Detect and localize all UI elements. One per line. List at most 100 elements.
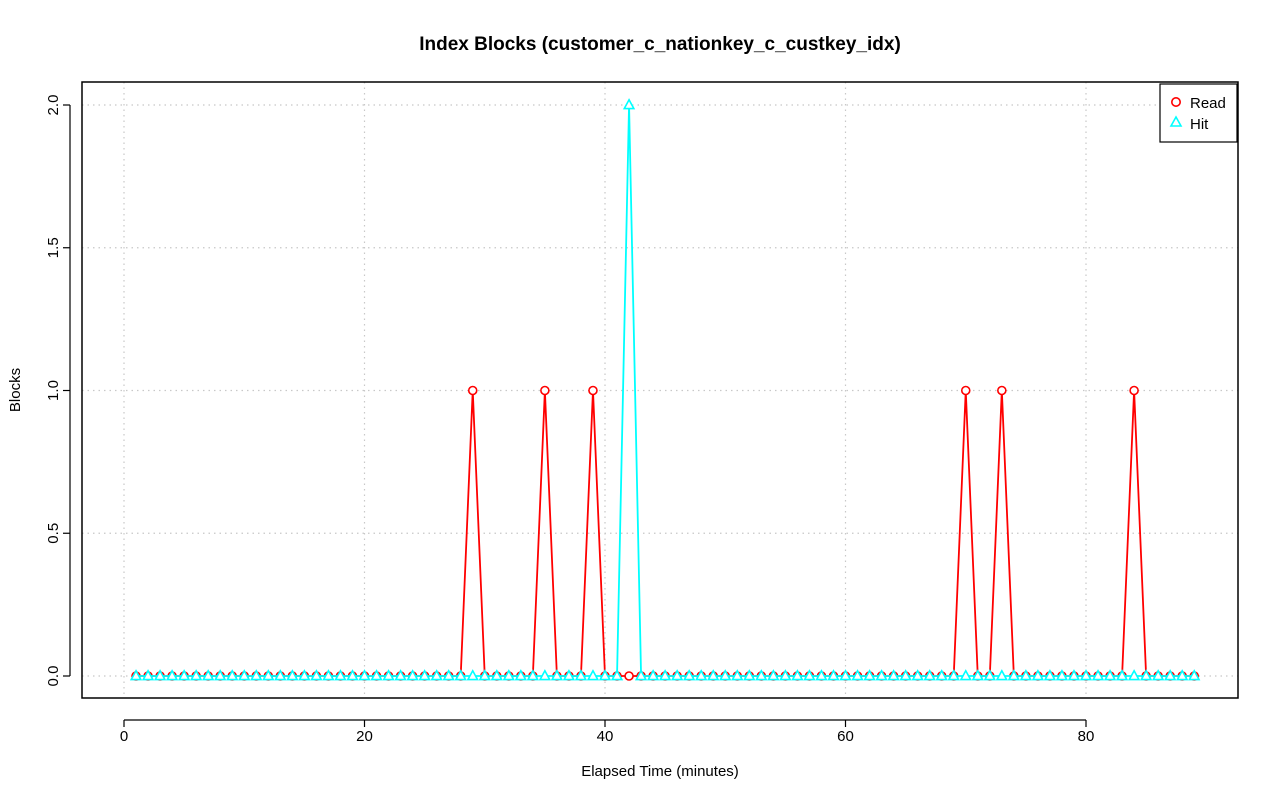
data-point-hit bbox=[743, 669, 756, 681]
data-point-hit bbox=[1115, 669, 1129, 681]
data-point-hit bbox=[202, 669, 215, 681]
chart-title: Index Blocks (customer_c_nationkey_c_cus… bbox=[419, 34, 901, 55]
data-point-hit bbox=[1067, 669, 1081, 681]
data-point-read bbox=[624, 671, 634, 681]
data-point-hit bbox=[671, 669, 684, 681]
legend-read-label: Read bbox=[1190, 95, 1226, 112]
data-point-hit bbox=[442, 669, 455, 681]
data-point-hit bbox=[598, 669, 612, 681]
data-point-hit bbox=[947, 669, 960, 681]
data-point-hit bbox=[959, 669, 972, 681]
data-point-hit bbox=[1055, 669, 1069, 681]
data-point-hit bbox=[346, 669, 359, 681]
data-point-hit bbox=[214, 669, 227, 681]
data-point-hit bbox=[610, 669, 624, 681]
data-point-hit bbox=[394, 669, 407, 681]
data-point-hit bbox=[262, 669, 275, 681]
data-point-hit bbox=[153, 669, 167, 681]
data-point-hit bbox=[550, 669, 564, 681]
data-point-hit bbox=[190, 669, 203, 681]
x-tick-label: 0 bbox=[120, 728, 128, 745]
data-point-hit bbox=[875, 669, 888, 681]
data-point-hit bbox=[514, 669, 527, 681]
data-point-hit bbox=[911, 669, 924, 681]
data-point-hit bbox=[683, 669, 696, 681]
data-point-hit bbox=[971, 669, 984, 681]
data-point-hit bbox=[1019, 669, 1033, 681]
data-point-hit bbox=[141, 669, 155, 681]
data-point-hit bbox=[358, 669, 371, 681]
data-point-hit bbox=[274, 669, 287, 681]
data-point-hit bbox=[707, 669, 720, 681]
series-layer bbox=[129, 98, 1201, 681]
data-point-hit bbox=[1103, 669, 1117, 681]
data-point-hit bbox=[586, 669, 600, 681]
data-point-hit bbox=[719, 669, 732, 681]
data-point-hit bbox=[406, 669, 419, 681]
x-axis-label: Elapsed Time (minutes) bbox=[581, 763, 739, 780]
y-tick-label: 1.0 bbox=[45, 380, 62, 401]
data-point-read bbox=[588, 385, 598, 396]
data-point-hit bbox=[418, 669, 431, 681]
data-point-hit bbox=[1152, 669, 1165, 681]
data-point-hit bbox=[322, 669, 335, 681]
data-point-hit bbox=[370, 669, 383, 681]
data-point-hit bbox=[1164, 669, 1177, 681]
data-point-hit bbox=[1031, 669, 1045, 681]
data-point-hit bbox=[995, 669, 1008, 681]
data-point-hit bbox=[1188, 669, 1201, 681]
y-tick-label: 0.5 bbox=[45, 523, 62, 544]
data-point-hit bbox=[250, 669, 263, 681]
data-point-hit bbox=[1079, 669, 1093, 681]
data-point-hit bbox=[502, 669, 515, 681]
data-point-hit bbox=[803, 669, 816, 681]
data-point-read bbox=[997, 385, 1007, 396]
data-point-hit bbox=[815, 669, 828, 681]
data-point-read bbox=[467, 385, 478, 396]
data-point-hit bbox=[658, 669, 672, 681]
data-point-hit bbox=[779, 669, 792, 681]
data-point-hit bbox=[430, 669, 443, 681]
data-point-hit bbox=[839, 669, 852, 681]
data-point-hit bbox=[863, 669, 876, 681]
data-point-hit bbox=[899, 669, 912, 681]
data-point-hit bbox=[129, 669, 143, 681]
data-point-hit bbox=[298, 669, 311, 681]
series-hit bbox=[129, 98, 1201, 681]
data-point-hit bbox=[983, 669, 996, 681]
data-point-hit bbox=[562, 669, 576, 681]
data-point-hit bbox=[574, 669, 588, 681]
data-point-hit bbox=[226, 669, 239, 681]
data-point-read bbox=[1129, 385, 1139, 396]
x-tick-label: 20 bbox=[356, 728, 373, 745]
data-point-hit bbox=[334, 669, 347, 681]
data-point-hit bbox=[731, 669, 744, 681]
data-point-hit bbox=[526, 669, 539, 681]
grid bbox=[82, 82, 1238, 698]
x-tick-label: 80 bbox=[1078, 728, 1095, 745]
data-point-hit bbox=[622, 98, 636, 110]
data-point-hit bbox=[177, 669, 191, 681]
data-point-hit bbox=[1007, 669, 1020, 681]
data-point-hit bbox=[310, 669, 323, 681]
legend: Read Hit bbox=[1159, 83, 1238, 143]
y-tick-label: 0.0 bbox=[45, 666, 62, 687]
data-point-hit bbox=[1176, 669, 1189, 681]
data-point-hit bbox=[466, 669, 479, 681]
y-axis-label: Blocks bbox=[7, 368, 24, 412]
data-point-read bbox=[960, 385, 971, 396]
data-point-hit bbox=[634, 669, 648, 681]
legend-hit-label: Hit bbox=[1190, 116, 1209, 133]
legend-read-marker bbox=[1171, 97, 1182, 108]
data-point-hit bbox=[755, 669, 768, 681]
y-tick-label: 2.0 bbox=[45, 95, 62, 116]
data-point-hit bbox=[646, 669, 660, 681]
data-point-hit bbox=[827, 669, 840, 681]
x-tick-label: 60 bbox=[837, 728, 854, 745]
plot-frame bbox=[81, 81, 1239, 699]
data-point-read bbox=[540, 385, 550, 396]
data-point-hit bbox=[1043, 669, 1057, 681]
axes: 0 20 40 60 80 0.0 0.5 1.0 1.5 2.0 bbox=[45, 95, 1094, 745]
data-point-hit bbox=[478, 669, 491, 681]
